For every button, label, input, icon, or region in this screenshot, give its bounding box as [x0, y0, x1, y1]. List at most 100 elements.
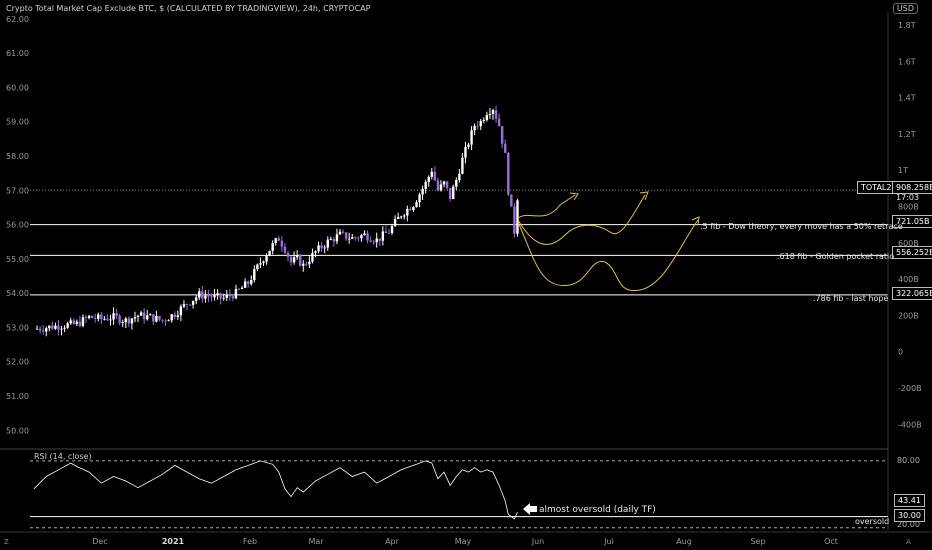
candle-body: [280, 240, 284, 247]
candle-body: [421, 188, 424, 195]
fib-50-tag: 721.05B: [892, 215, 932, 228]
candle-body: [305, 263, 308, 265]
currency-button[interactable]: USD: [892, 3, 918, 14]
candle-body: [127, 318, 131, 324]
candle-body: [311, 252, 314, 262]
candle-body: [130, 318, 134, 324]
candle-body: [106, 318, 109, 321]
right-tick-label: 200B: [898, 311, 919, 320]
candle-body: [231, 296, 235, 299]
rsi-tick-80: 80.00: [897, 456, 920, 465]
candle-body: [57, 325, 60, 330]
projection-arrow-2: [639, 191, 649, 201]
candle-body: [78, 321, 82, 326]
fib-786-tag: 322.065B: [892, 287, 932, 300]
candle-body: [393, 219, 397, 227]
candle-body: [488, 113, 492, 115]
candle-body: [213, 294, 216, 298]
candle-body: [69, 320, 72, 324]
left-tick-label: 54.00: [6, 289, 29, 298]
candle-body: [161, 319, 164, 321]
candle-body: [369, 240, 372, 242]
candle-body: [201, 291, 204, 299]
candle-body: [360, 235, 363, 239]
right-tick-label: 400B: [898, 275, 919, 284]
candle-body: [155, 316, 158, 322]
candle-body: [485, 114, 489, 121]
candle-body: [198, 291, 201, 298]
candle-body: [442, 181, 446, 185]
candle-body: [464, 146, 467, 158]
candle-body: [274, 238, 277, 244]
candle-body: [308, 261, 311, 265]
candle-body: [146, 315, 149, 320]
x-tick-label: Dec: [92, 537, 107, 546]
projection-paths: [517, 191, 700, 292]
candle-body: [115, 313, 118, 316]
candle-body: [436, 180, 440, 191]
chart-title: Crypto Total Market Cap Exclude BTC, $ (…: [6, 4, 371, 13]
candle-body: [45, 328, 48, 332]
x-tick-label: Jul: [603, 537, 614, 546]
left-tick-label: 51.00: [6, 392, 29, 401]
candle-body: [292, 257, 296, 263]
rsi-tick-20: 20.00: [897, 520, 920, 529]
candle-body: [112, 313, 115, 320]
rsi-title: RSI (14, close): [34, 452, 92, 461]
candle-body: [418, 194, 421, 203]
candle-body: [406, 208, 409, 216]
candle-body: [256, 264, 259, 270]
candle-body: [54, 325, 57, 329]
candle-body: [375, 238, 378, 243]
projection-arrow-3: [691, 216, 700, 226]
rsi-line: [33, 460, 518, 520]
candle-body: [494, 110, 498, 119]
arrow-left-icon: [523, 503, 530, 515]
last-price-tag: 908.258B: [892, 181, 932, 194]
rsi-level-tag: 30.00: [894, 509, 925, 522]
candle-body: [97, 314, 100, 319]
fib-786-annotation: .786 fib - last hope: [813, 294, 889, 303]
candle-body: [87, 315, 91, 318]
auto-scale-icon[interactable]: A: [906, 538, 911, 546]
candle-body: [344, 232, 348, 239]
candle-body: [390, 226, 394, 234]
candle-body: [335, 234, 339, 242]
candle-body: [378, 238, 381, 241]
left-tick-label: 55.00: [6, 255, 29, 264]
candle-body: [176, 315, 180, 318]
candle-body: [133, 317, 137, 319]
oversold-label: oversold: [855, 517, 890, 526]
x-tick-label: Oct: [824, 537, 838, 546]
left-axis: 62.00 61.00 60.00 59.00 58.00 57.00 56.00 55.00…: [6, 15, 29, 435]
right-tick-label: -200B: [898, 384, 922, 393]
candle-body: [179, 306, 183, 316]
rsi-annotation: almost oversold (daily TF): [539, 505, 656, 515]
candle-body: [439, 184, 443, 191]
candle-body: [149, 314, 152, 316]
symbol-tag: TOTAL2: [857, 181, 896, 194]
right-tick-label: 1.4T: [898, 94, 916, 103]
projection-path-2: [517, 194, 646, 245]
candle-body: [90, 315, 94, 318]
candle-body: [103, 318, 106, 320]
candle-body: [182, 304, 186, 307]
candle-body: [323, 247, 326, 249]
candle-body: [72, 320, 75, 324]
zoom-icon[interactable]: Z: [4, 538, 9, 546]
candle-body: [415, 202, 418, 208]
candle-body: [210, 296, 213, 298]
candle-body: [38, 328, 42, 331]
candle-body: [75, 321, 79, 324]
x-tick-label: Aug: [676, 537, 692, 546]
candle-body: [268, 250, 271, 256]
right-axis: 1.8T 1.6T 1.4T 1.2T 1T 800B 600B 400B 200B 0 -200B…: [887, 12, 922, 530]
x-axis: Dec 2021 Feb Mar Apr May Jun Jul Aug Sep Oct: [0, 531, 932, 546]
x-tick-label: Sep: [750, 537, 765, 546]
candle-body: [289, 256, 293, 263]
candle-body: [118, 315, 121, 323]
fib-618-annotation: .618 fib - Golden pocket ratio: [777, 252, 895, 261]
candle-body: [228, 294, 232, 297]
candle-body: [237, 288, 241, 290]
candle-body: [347, 238, 351, 240]
